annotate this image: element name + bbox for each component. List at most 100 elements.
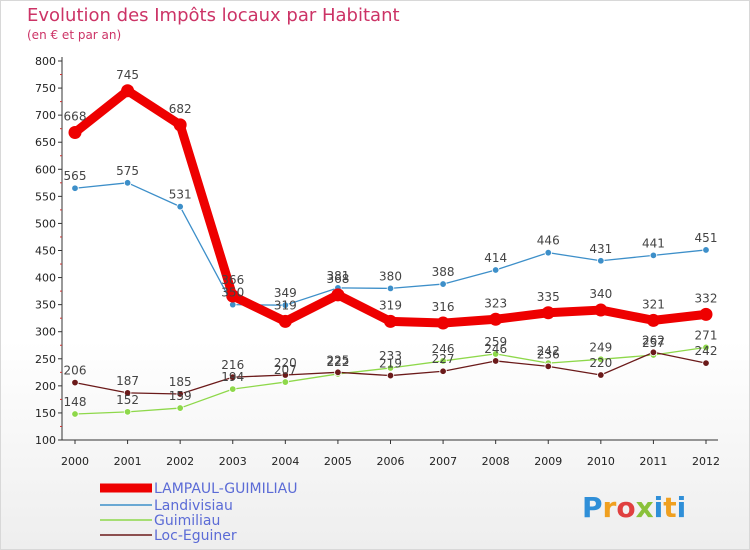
logo-letter: P	[582, 491, 603, 524]
data-point	[649, 251, 658, 260]
data-label: 368	[326, 272, 349, 286]
data-point	[176, 390, 184, 398]
data-label: 159	[169, 389, 192, 403]
y-tick-label: 250	[35, 353, 56, 366]
data-point	[281, 301, 290, 309]
y-tick-label: 100	[35, 434, 56, 447]
y-tick-label: 450	[35, 245, 56, 258]
data-label: 185	[169, 375, 192, 389]
data-label: 187	[116, 374, 139, 388]
x-tick-label: 2009	[534, 455, 562, 468]
data-label: 335	[537, 290, 560, 304]
data-label: 216	[221, 358, 244, 372]
data-point	[226, 289, 240, 303]
data-label: 350	[221, 286, 244, 300]
data-point	[173, 118, 187, 132]
y-tick-label: 550	[35, 190, 56, 203]
logo-letter: o	[616, 491, 635, 524]
data-label: 207	[274, 363, 297, 377]
legend-label: Guimiliau	[154, 513, 220, 529]
data-label: 388	[432, 265, 455, 279]
data-point	[544, 362, 552, 371]
y-tick-label: 500	[35, 217, 56, 230]
data-point	[702, 343, 710, 352]
data-point	[594, 303, 608, 317]
chart-title: Evolution des Impôts locaux par Habitant	[27, 5, 400, 26]
data-label: 249	[589, 340, 612, 354]
data-label: 319	[274, 298, 297, 312]
data-label: 242	[537, 344, 560, 358]
data-point	[384, 314, 397, 328]
data-label: 682	[169, 102, 192, 116]
data-label: 233	[379, 349, 402, 363]
y-tick-label: 350	[35, 299, 56, 312]
logo-letter: x	[636, 491, 654, 524]
data-point	[541, 306, 555, 320]
data-point	[597, 371, 605, 379]
data-label: 206	[64, 364, 87, 378]
data-label: 745	[116, 68, 139, 82]
data-point	[491, 350, 500, 358]
x-tick-label: 2000	[61, 455, 89, 468]
data-label: 332	[695, 291, 718, 305]
data-label: 219	[379, 357, 402, 371]
data-label: 323	[484, 296, 507, 310]
data-label: 222	[326, 355, 349, 369]
y-tick-label: 200	[35, 380, 56, 393]
x-tick-label: 2005	[324, 455, 352, 468]
y-tick-label: 700	[35, 109, 56, 122]
y-tick-label: 650	[35, 136, 56, 149]
data-point	[176, 404, 184, 412]
chart-subtitle: (en € et par an)	[27, 28, 121, 42]
data-label: 236	[537, 347, 560, 361]
y-tick-label: 150	[35, 407, 56, 420]
x-tick-label: 2006	[377, 455, 405, 468]
data-label: 321	[642, 297, 665, 311]
data-label: 366	[221, 273, 244, 287]
y-tick-label: 600	[35, 163, 56, 176]
data-label: 431	[589, 242, 612, 256]
data-point	[229, 385, 237, 393]
data-point	[544, 248, 552, 257]
data-point	[597, 257, 605, 265]
data-point	[699, 307, 713, 321]
legend-label: Landivisiau	[154, 498, 233, 514]
data-label: 565	[64, 169, 87, 183]
x-tick-label: 2011	[639, 455, 667, 468]
x-tick-label: 2008	[482, 455, 510, 468]
data-point	[68, 125, 82, 139]
y-tick-label: 300	[35, 326, 56, 339]
x-tick-label: 2004	[271, 455, 299, 468]
data-label: 220	[274, 356, 297, 370]
logo-text: Proxiti	[582, 491, 686, 524]
data-point	[439, 280, 447, 288]
logo-letter: r	[603, 491, 617, 524]
data-label: 227	[432, 352, 455, 366]
data-label: 225	[326, 353, 349, 367]
data-point	[489, 312, 503, 326]
data-label: 381	[326, 269, 349, 283]
legend-label: Loc-Eguiner	[154, 528, 237, 544]
data-point	[439, 367, 447, 375]
x-tick-label: 2003	[219, 455, 247, 468]
data-point	[278, 314, 292, 328]
data-label: 319	[379, 298, 402, 312]
proxiti-logo: Proxiti	[582, 491, 686, 524]
data-label: 414	[484, 251, 507, 265]
data-label: 271	[695, 328, 718, 342]
data-label: 668	[64, 109, 87, 123]
data-point	[646, 313, 660, 327]
data-point	[334, 368, 342, 377]
data-label: 152	[116, 393, 139, 407]
data-label: 446	[537, 234, 560, 248]
data-point	[121, 84, 135, 98]
data-label: 340	[589, 287, 612, 301]
x-tick-label: 2010	[587, 455, 615, 468]
data-point	[386, 371, 395, 380]
data-label: 246	[484, 342, 507, 356]
data-point	[436, 316, 450, 330]
data-label: 451	[695, 231, 718, 245]
legend: LAMPAUL-GUIMILIAULandivisiauGuimiliauLoc…	[100, 481, 297, 544]
data-label: 575	[116, 164, 139, 178]
